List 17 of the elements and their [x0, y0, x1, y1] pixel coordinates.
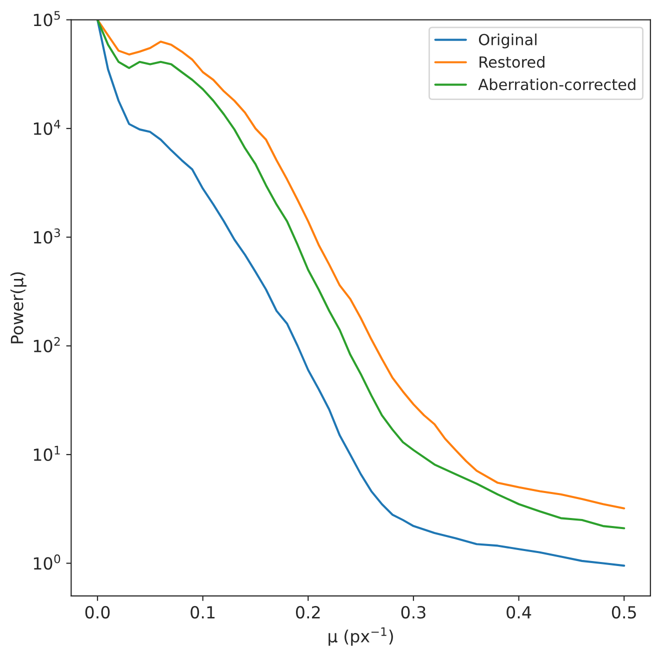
- y-tick-label: 10$^{5}$: [34, 11, 60, 26]
- x-tick-label: 0.4: [506, 606, 532, 619]
- legend-label: Original: [478, 34, 536, 48]
- y-axis-title: Power(μ): [10, 272, 27, 344]
- x-tick-label: 0.0: [85, 606, 110, 619]
- x-axis-title: μ (px$^{−1}$): [328, 627, 393, 646]
- legend-label: Aberration-corrected: [478, 78, 636, 90]
- x-tick-label: 0.1: [190, 606, 215, 619]
- y-tick-label: 10$^{2}$: [34, 337, 60, 352]
- legend-label: Restored: [480, 56, 544, 68]
- y-tick-label: 10$^{4}$: [34, 120, 60, 135]
- y-tick-label: 10$^{1}$: [34, 446, 60, 462]
- x-tick-label: 0.2: [296, 606, 320, 619]
- y-tick-label: 10$^{0}$: [34, 554, 60, 570]
- x-tick-label: 0.5: [612, 606, 636, 619]
- y-tick-label: 10$^{3}$: [34, 228, 60, 244]
- x-tick-label: 0.3: [401, 606, 426, 619]
